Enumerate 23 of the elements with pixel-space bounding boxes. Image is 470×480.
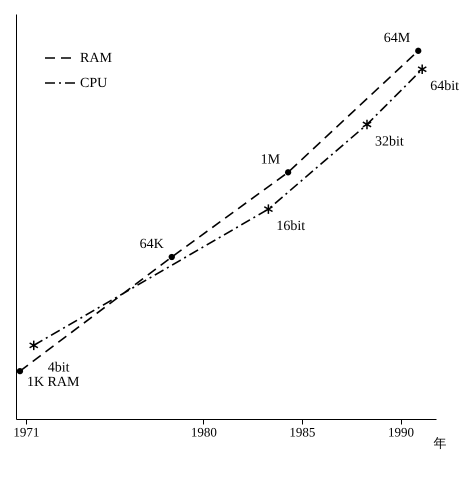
x-axis-title: 年 xyxy=(434,436,446,450)
annotation: 4bit xyxy=(48,360,70,376)
legend-label: RAM xyxy=(80,51,112,66)
point xyxy=(264,204,274,215)
annotation: 1M xyxy=(260,152,281,168)
annotation: 16bit xyxy=(276,219,306,234)
point xyxy=(362,118,372,130)
annotation: 32bit xyxy=(374,134,404,150)
x-tick-label: 1990 xyxy=(388,424,414,440)
point xyxy=(417,64,428,75)
x-tick-label: 1971 xyxy=(13,424,40,440)
annotation: 1K RAM xyxy=(26,375,80,390)
legend-label: CPU xyxy=(80,76,108,91)
x-tick-label: 1980 xyxy=(190,424,217,440)
annotation: 64M xyxy=(384,30,411,46)
point xyxy=(284,169,292,176)
point xyxy=(415,48,422,54)
annotation: 64bit xyxy=(430,79,460,94)
point xyxy=(168,254,175,260)
point xyxy=(16,368,24,374)
point xyxy=(28,340,39,351)
annotation: 64K xyxy=(140,237,164,252)
x-tick-label: 1985 xyxy=(289,424,316,440)
